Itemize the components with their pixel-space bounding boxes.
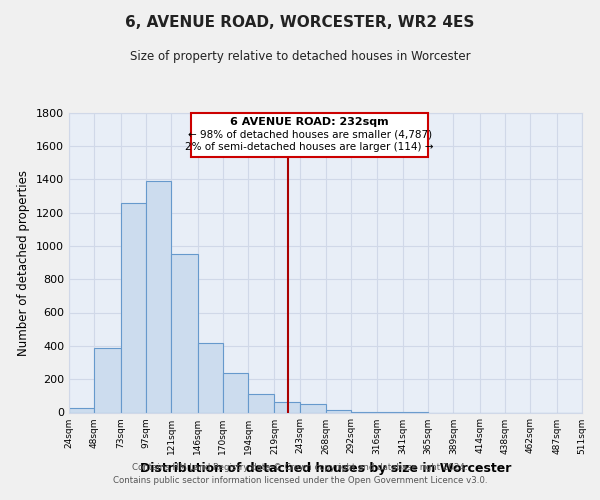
Bar xyxy=(171,254,197,412)
Bar xyxy=(326,410,352,412)
Text: 6, AVENUE ROAD, WORCESTER, WR2 4ES: 6, AVENUE ROAD, WORCESTER, WR2 4ES xyxy=(125,15,475,30)
Bar xyxy=(94,348,121,412)
Text: 2% of semi-detached houses are larger (114) →: 2% of semi-detached houses are larger (1… xyxy=(185,142,434,152)
Bar xyxy=(248,394,274,412)
FancyBboxPatch shape xyxy=(191,112,428,156)
Text: 6 AVENUE ROAD: 232sqm: 6 AVENUE ROAD: 232sqm xyxy=(230,117,389,127)
Text: ← 98% of detached houses are smaller (4,787): ← 98% of detached houses are smaller (4,… xyxy=(188,130,432,140)
Text: Size of property relative to detached houses in Worcester: Size of property relative to detached ho… xyxy=(130,50,470,63)
Bar xyxy=(121,202,146,412)
Text: Contains HM Land Registry data © Crown copyright and database right 2024.
Contai: Contains HM Land Registry data © Crown c… xyxy=(113,464,487,485)
Bar xyxy=(197,344,223,412)
Bar xyxy=(223,374,248,412)
Bar xyxy=(274,402,299,412)
X-axis label: Distribution of detached houses by size in Worcester: Distribution of detached houses by size … xyxy=(140,462,511,475)
Y-axis label: Number of detached properties: Number of detached properties xyxy=(17,170,31,356)
Bar xyxy=(69,408,94,412)
Bar xyxy=(299,404,326,412)
Bar xyxy=(146,181,171,412)
